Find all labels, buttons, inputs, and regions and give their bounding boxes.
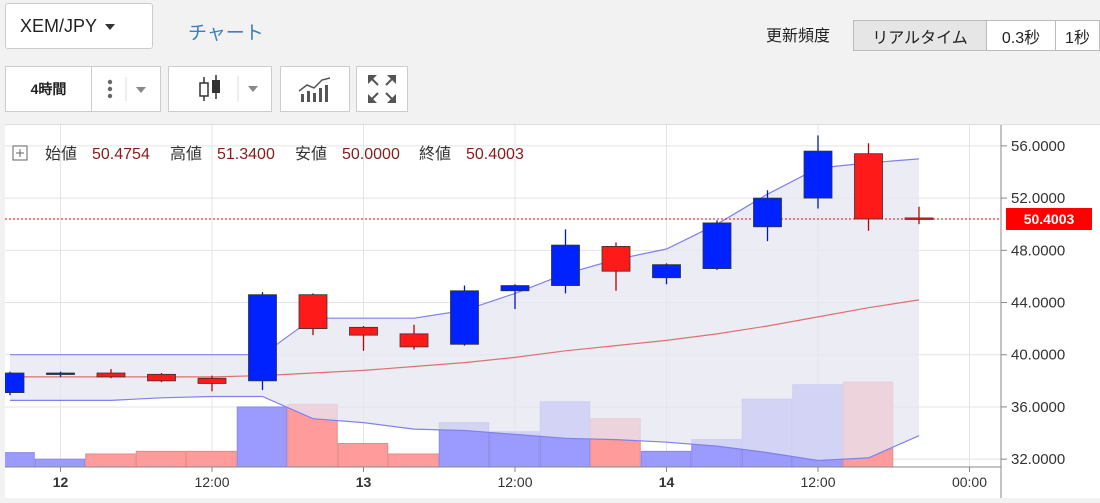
candle bbox=[500, 284, 530, 310]
volume-bar bbox=[135, 450, 187, 468]
candle bbox=[450, 285, 479, 346]
timeframe-menu-button[interactable] bbox=[91, 66, 161, 112]
update-option-0-3s[interactable]: 0.3秒 bbox=[986, 20, 1056, 51]
candle-body bbox=[854, 153, 883, 220]
volume-bar bbox=[337, 443, 389, 468]
pair-select[interactable]: XEM/JPY bbox=[5, 3, 153, 49]
candle-body bbox=[399, 333, 429, 348]
candle-body bbox=[904, 217, 934, 220]
candle bbox=[702, 220, 732, 270]
candle-body bbox=[197, 377, 227, 384]
candle bbox=[298, 293, 328, 336]
x-tick-label: 12 bbox=[53, 474, 69, 490]
fullscreen-icon bbox=[368, 75, 396, 103]
bollinger-lower-line bbox=[10, 395, 920, 462]
pair-label: XEM/JPY bbox=[20, 15, 98, 36]
bollinger-band-area bbox=[10, 158, 919, 461]
candle bbox=[753, 190, 782, 242]
candle bbox=[652, 263, 681, 285]
candle bbox=[601, 242, 631, 291]
candle bbox=[904, 206, 934, 225]
open-value: 50.4754 bbox=[92, 146, 150, 163]
y-tick-label: 52.0000 bbox=[1011, 190, 1065, 207]
open-label: 始値 bbox=[45, 145, 77, 163]
candle-body bbox=[753, 197, 782, 228]
indicators-icon bbox=[298, 77, 331, 102]
y-tick-label: 40.0000 bbox=[1011, 347, 1065, 364]
y-axis-panel bbox=[1001, 125, 1100, 498]
candle-body bbox=[450, 290, 479, 345]
x-tick-label: 12:00 bbox=[800, 474, 835, 490]
current-price-label: 50.4003 bbox=[1024, 211, 1075, 227]
candle-body bbox=[551, 244, 580, 286]
candle-body bbox=[298, 294, 328, 330]
y-tick-label: 36.0000 bbox=[1011, 399, 1065, 416]
x-tick-label: 12:00 bbox=[194, 474, 229, 490]
candle bbox=[349, 326, 378, 351]
candle bbox=[0, 371, 25, 396]
candle bbox=[197, 375, 227, 392]
chart-type-button[interactable] bbox=[168, 66, 272, 112]
volume-bar bbox=[0, 452, 35, 468]
timeframe-button[interactable]: 4時間 bbox=[5, 66, 92, 112]
volume-bar bbox=[489, 431, 540, 468]
candle-body bbox=[46, 372, 75, 375]
y-tick-label: 44.0000 bbox=[1011, 295, 1065, 312]
volume-bar bbox=[640, 450, 692, 468]
volume-bar bbox=[388, 453, 439, 468]
candle bbox=[147, 373, 176, 383]
candle-body bbox=[500, 285, 530, 292]
candle bbox=[803, 135, 833, 209]
candle bbox=[248, 292, 277, 390]
candle bbox=[46, 371, 75, 377]
volume-bar bbox=[34, 458, 86, 468]
x-tick-label: 12:00 bbox=[497, 474, 532, 490]
y-tick-label: 32.0000 bbox=[1011, 451, 1065, 468]
candle bbox=[96, 369, 126, 379]
update-frequency-label: 更新頻度 bbox=[766, 28, 831, 45]
candle-body bbox=[96, 372, 126, 378]
chart-panel[interactable]: 56.0000 52.0000 48.0000 44.0000 40.0000 36.00… bbox=[0, 124, 1100, 498]
svg-text:始値 50.4754 高値: 始値 50.4754 高値 51.3400 安値 50.0000 終値 50.4… bbox=[45, 145, 524, 163]
candle bbox=[551, 229, 580, 294]
candlestick-icon bbox=[199, 75, 258, 102]
close-value: 50.4003 bbox=[466, 146, 524, 163]
chart-link[interactable]: チャート bbox=[188, 23, 264, 44]
candle-body bbox=[147, 373, 176, 382]
more-vertical-icon bbox=[107, 77, 146, 101]
price-chart[interactable]: 56.0000 52.0000 48.0000 44.0000 40.0000 36.00… bbox=[0, 125, 1100, 498]
x-tick-label: 00:00 bbox=[952, 474, 987, 490]
indicators-button[interactable] bbox=[280, 66, 350, 112]
volume-bar bbox=[186, 450, 237, 468]
candle-body bbox=[702, 222, 732, 269]
y-tick-label: 56.0000 bbox=[1011, 138, 1065, 155]
close-label: 終値 bbox=[419, 145, 451, 163]
volume-bar bbox=[85, 453, 136, 468]
update-option-1s[interactable]: 1秒 bbox=[1055, 20, 1100, 51]
candle-body bbox=[248, 294, 277, 382]
candle-body bbox=[601, 245, 631, 272]
candle-body bbox=[652, 264, 681, 279]
x-tick-label: 14 bbox=[659, 474, 675, 490]
x-tick-label: 13 bbox=[356, 474, 372, 490]
low-value: 50.0000 bbox=[342, 146, 400, 163]
volume-bar bbox=[236, 406, 288, 468]
candle bbox=[399, 324, 429, 350]
candle-body bbox=[803, 150, 833, 199]
candle-body bbox=[349, 326, 378, 336]
current-price-tag: 50.4003 bbox=[1006, 207, 1092, 230]
ohlc-legend: 始値 50.4754 高値 51.3400 安値 50.0000 終値 50.4… bbox=[12, 145, 524, 163]
low-label: 安値 bbox=[295, 145, 327, 163]
high-label: 高値 bbox=[170, 145, 202, 163]
candle bbox=[854, 143, 883, 231]
caret-down-icon bbox=[105, 24, 116, 30]
update-option-realtime[interactable]: リアルタイム bbox=[853, 20, 987, 51]
fullscreen-button[interactable] bbox=[356, 66, 408, 112]
candle-body bbox=[0, 372, 25, 393]
high-value: 51.3400 bbox=[217, 146, 275, 163]
y-tick-label: 48.0000 bbox=[1011, 242, 1065, 259]
